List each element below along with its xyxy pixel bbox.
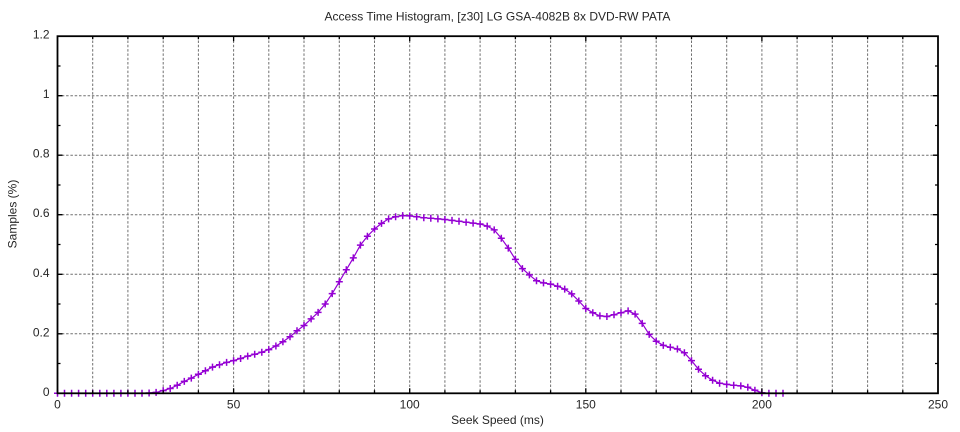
svg-text:0: 0 [54, 397, 61, 411]
svg-text:0.2: 0.2 [33, 325, 50, 339]
svg-text:Samples (%): Samples (%) [6, 180, 20, 249]
svg-text:150: 150 [576, 397, 596, 411]
svg-text:0.4: 0.4 [33, 266, 50, 280]
svg-text:0.8: 0.8 [33, 147, 50, 161]
svg-text:1.2: 1.2 [33, 28, 50, 42]
svg-text:Access Time Histogram, [z30] L: Access Time Histogram, [z30] LG GSA-4082… [325, 10, 671, 24]
svg-text:0: 0 [43, 385, 50, 399]
svg-text:200: 200 [752, 397, 772, 411]
svg-text:250: 250 [928, 397, 948, 411]
svg-text:50: 50 [227, 397, 241, 411]
svg-text:0.6: 0.6 [33, 206, 50, 220]
svg-text:Seek Speed (ms): Seek Speed (ms) [451, 413, 544, 427]
svg-text:100: 100 [400, 397, 420, 411]
svg-text:1: 1 [43, 87, 50, 101]
